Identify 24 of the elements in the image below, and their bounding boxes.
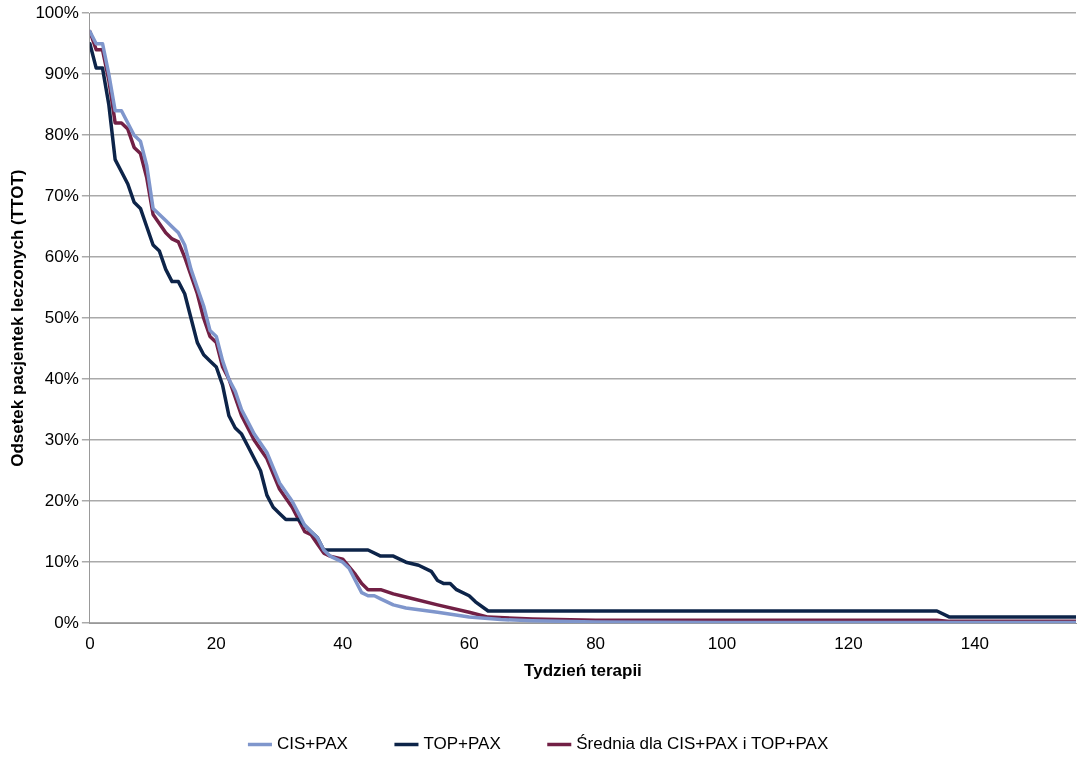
x-tick-label: 40 xyxy=(333,634,353,654)
x-axis-title: Tydzień terapii xyxy=(524,661,642,681)
y-tick-label: 100% xyxy=(35,2,79,22)
y-tick-label: 70% xyxy=(44,185,79,205)
y-tick-label: 90% xyxy=(44,63,79,83)
y-tick-label: 20% xyxy=(44,490,79,510)
x-tick-label: 60 xyxy=(459,634,479,654)
y-tick-label: 50% xyxy=(44,307,79,327)
y-tick-label: 80% xyxy=(44,124,79,144)
y-tick-label: 10% xyxy=(44,551,79,571)
y-tick-label: 30% xyxy=(44,429,79,449)
x-tick-label: 120 xyxy=(834,634,863,654)
legend-label: CIS+PAX xyxy=(276,734,348,754)
y-axis-title: Odsetek pacjentek leczonych (TTOT) xyxy=(7,169,27,467)
legend-label: TOP+PAX xyxy=(423,734,501,754)
y-tick-label: 40% xyxy=(44,368,79,388)
y-tick-label: 0% xyxy=(54,612,79,632)
x-tick-label: 100 xyxy=(707,634,737,654)
legend-label: Średnia dla CIS+PAX i TOP+PAX xyxy=(576,734,829,754)
y-tick-label: 60% xyxy=(44,246,79,266)
x-tick-label: 0 xyxy=(85,634,95,654)
x-tick-label: 140 xyxy=(960,634,990,654)
x-tick-label: 20 xyxy=(206,634,226,654)
x-tick-label: 80 xyxy=(586,634,606,654)
